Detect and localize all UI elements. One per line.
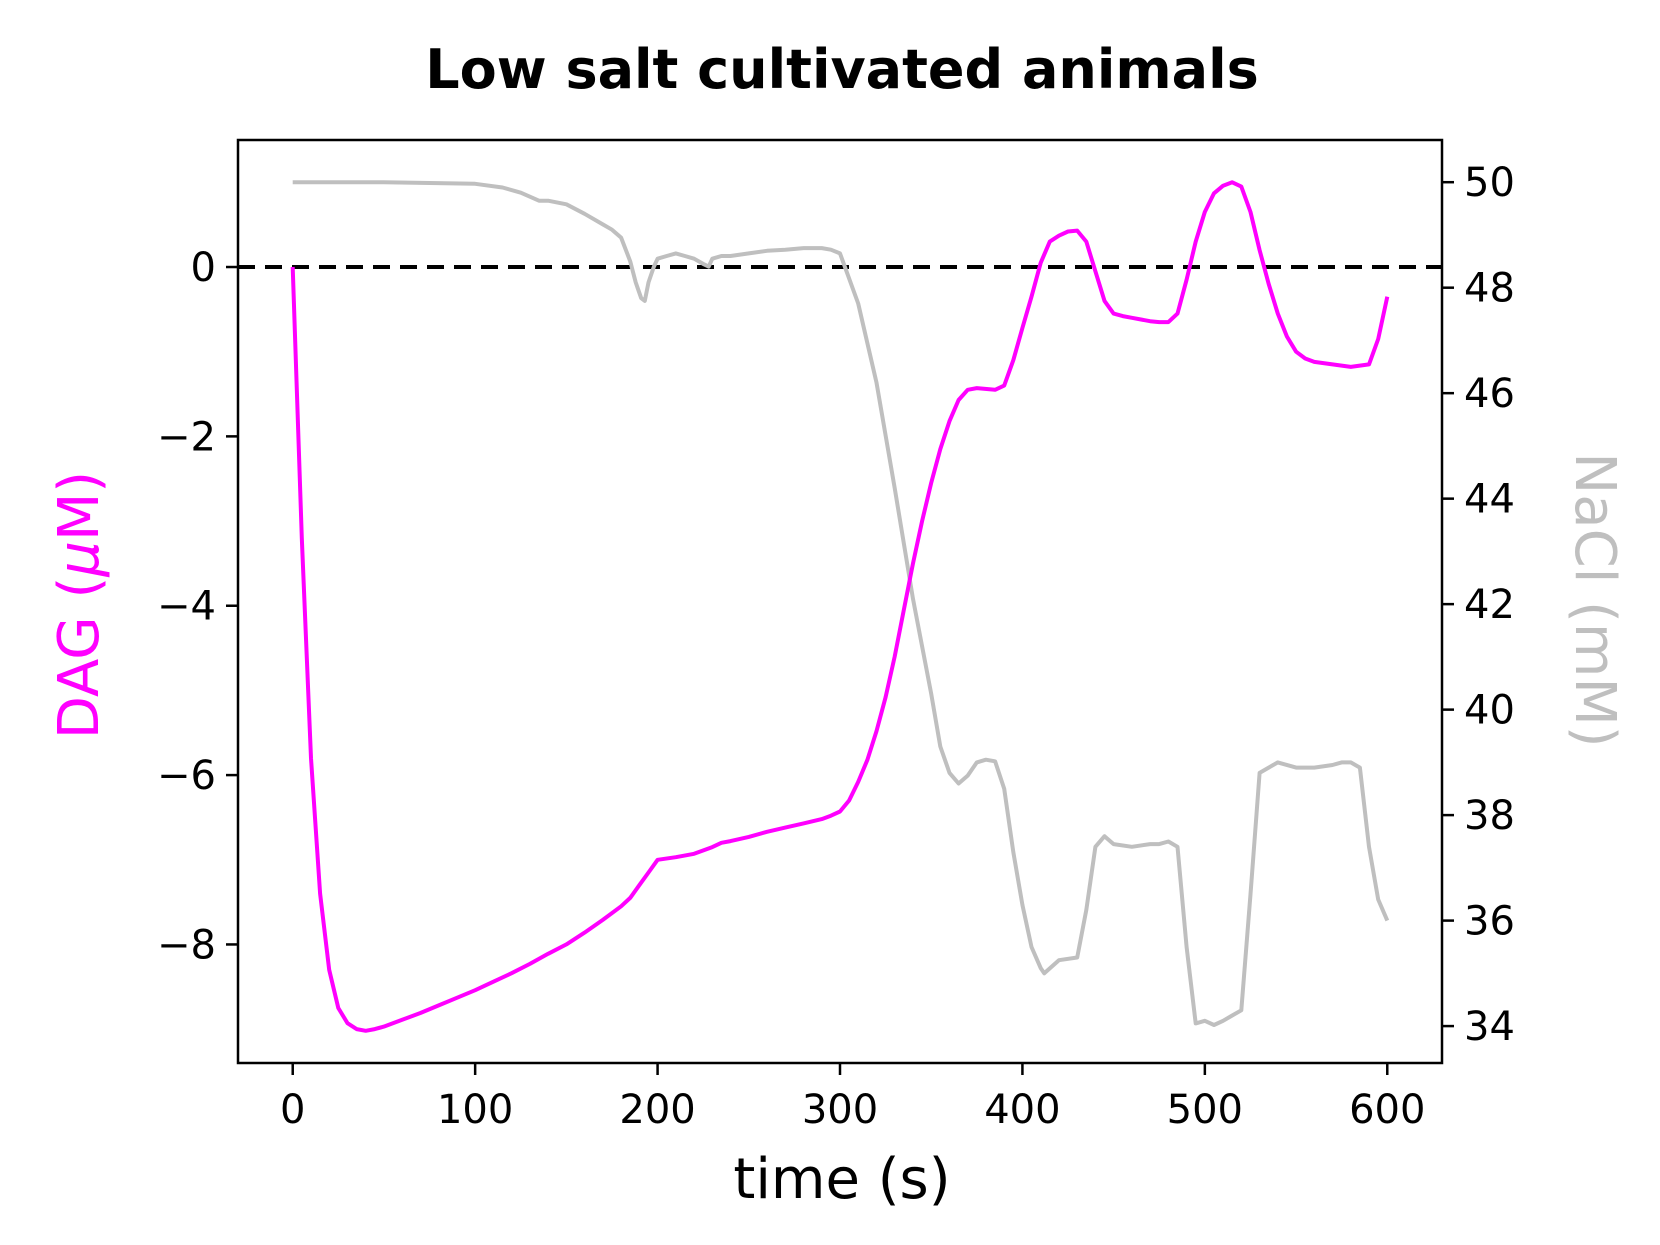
plot-area xyxy=(236,138,1444,1065)
right-y-tick-label: 42 xyxy=(1464,582,1515,628)
right-y-tick-label: 50 xyxy=(1464,160,1515,206)
x-tick-label: 600 xyxy=(1349,1087,1425,1133)
plot-frame xyxy=(236,138,1444,1065)
right-y-tick-label: 46 xyxy=(1464,371,1515,417)
dag-series-line xyxy=(290,180,1390,1033)
x-tick-label: 400 xyxy=(984,1087,1060,1133)
right-y-tick-label: 36 xyxy=(1464,899,1515,945)
left-y-tick-label: −4 xyxy=(157,584,216,630)
x-axis-label: time (s) xyxy=(733,1147,950,1212)
nacl-series-line xyxy=(292,180,1390,1027)
right-y-axis-ticks: 50 48 46 44 42 40 38 36 34 xyxy=(1442,160,1515,1050)
left-y-tick-label: 0 xyxy=(191,245,216,291)
left-y-axis-ticks: 0 −2 −4 −6 −8 xyxy=(157,245,238,968)
right-y-tick-label: 38 xyxy=(1464,793,1515,839)
left-y-tick-label: −2 xyxy=(157,414,216,460)
x-tick-label: 300 xyxy=(802,1087,878,1133)
right-y-tick-label: 34 xyxy=(1464,1004,1515,1050)
right-y-tick-label: 44 xyxy=(1464,477,1515,523)
right-y-tick-label: 48 xyxy=(1464,266,1515,312)
chart-title: Low salt cultivated animals xyxy=(425,38,1258,101)
left-y-axis-label: DAG (μM) xyxy=(47,471,112,739)
left-y-tick-label: −6 xyxy=(157,753,216,799)
x-tick-label: 200 xyxy=(619,1087,695,1133)
right-y-tick-label: 40 xyxy=(1464,688,1515,734)
x-tick-label: 100 xyxy=(437,1087,513,1133)
x-tick-label: 0 xyxy=(280,1087,305,1133)
right-y-axis-label: NaCl (mM) xyxy=(1562,452,1627,747)
x-axis-ticks: 0 100 200 300 400 500 600 xyxy=(280,1063,1425,1133)
x-tick-label: 500 xyxy=(1167,1087,1243,1133)
left-y-tick-label: −8 xyxy=(157,922,216,968)
